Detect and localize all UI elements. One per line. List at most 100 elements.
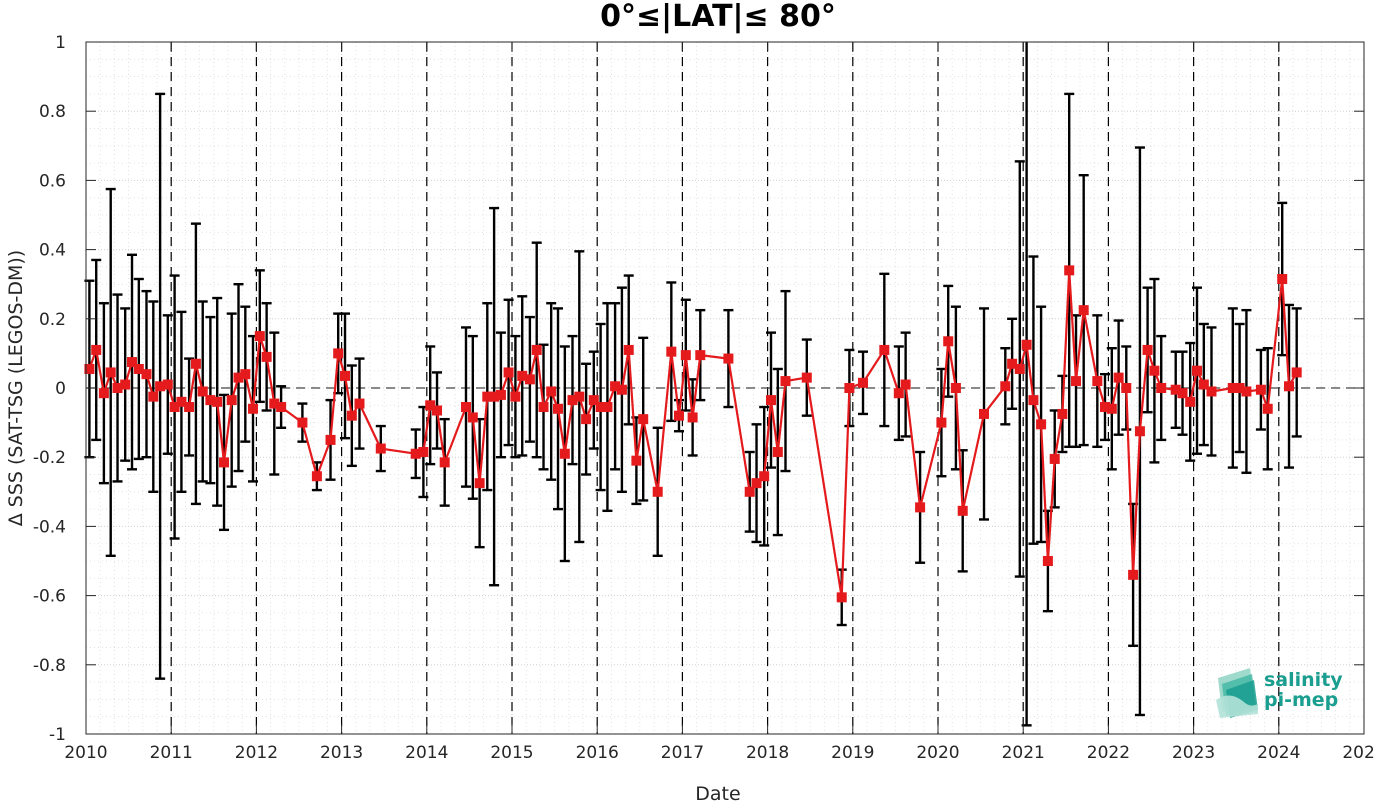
data-point [439,457,450,468]
data-point [1262,403,1273,414]
data-point [858,377,869,388]
data-point [1121,383,1132,393]
x-tick-label: 2022 [1087,743,1130,763]
data-point [844,383,855,393]
data-point [105,367,116,378]
data-point [254,331,265,342]
data-point [127,357,138,368]
data-point [98,388,109,399]
data-point [900,379,911,390]
data-point [219,457,230,468]
y-tick-label: 1 [55,33,66,53]
data-point [375,443,386,454]
data-point [1198,379,1209,390]
data-point [602,402,613,413]
data-point [638,414,649,425]
chart-title: 0°≤|LAT|≤ 80° [600,0,836,34]
series-markers [84,265,1302,603]
data-point [546,386,557,397]
data-point [340,370,351,381]
y-tick-label: -1 [49,725,66,745]
minor-grid [86,42,1364,734]
x-tick-label: 2017 [661,743,704,763]
data-point [1021,339,1032,350]
data-point [1036,419,1047,430]
x-tick-label: 2018 [746,743,789,763]
wave-logo-icon [1216,668,1258,718]
data-point [666,346,677,357]
data-point [212,396,223,407]
data-point [184,402,195,413]
data-point [1142,344,1153,355]
x-tick-label: 2020 [916,743,959,763]
data-point [495,389,506,400]
y-axis-label: Δ SSS (SAT-TSG (LEGOS-DM)) [5,250,27,526]
data-point [915,502,926,513]
y-tick-label: 0.2 [39,310,66,330]
data-point [524,374,535,385]
data-point [247,403,258,414]
data-point [723,353,734,364]
data-point [559,448,570,459]
data-point [780,376,791,387]
data-point [1241,386,1252,397]
data-point [836,592,847,603]
data-point [759,471,770,482]
data-point [141,369,152,380]
y-tick-label: -0.6 [33,587,66,607]
data-point [893,388,904,399]
data-point [1000,381,1011,392]
data-point [957,505,968,516]
data-point [979,408,990,419]
x-tick-label: 2025 [1342,743,1374,763]
data-point [553,403,564,414]
data-point [1028,395,1039,406]
y-tick-label: 0.6 [39,171,66,191]
x-tick-label: 2019 [831,743,874,763]
data-point [581,414,592,425]
data-point [418,447,429,458]
data-point [197,386,208,397]
data-point [687,412,698,423]
data-point [1057,408,1068,419]
data-point [333,348,344,359]
data-point [226,395,237,406]
data-point [766,395,777,406]
data-point [354,398,365,409]
y-tick-label: -0.8 [33,656,66,676]
data-point [325,434,336,445]
data-point [1014,363,1025,374]
data-point [1071,376,1082,387]
x-tick-label: 2011 [150,743,193,763]
data-point [1156,383,1167,393]
data-point [148,391,159,402]
x-tick-label: 2016 [576,743,619,763]
x-axis-label: Date [695,783,740,801]
data-point [1106,403,1117,414]
data-point [460,402,471,413]
data-point [474,478,485,489]
y-tick-labels: -1 -0.8 -0.6 -0.4 -0.2 0 0.2 0.4 0.6 0.8 1 [33,33,66,745]
data-point [623,344,634,355]
data-point [744,486,755,497]
x-tick-label: 2012 [235,743,278,763]
data-point [1149,365,1160,376]
data-point [297,417,308,428]
data-point [1255,384,1266,395]
data-point [425,400,436,411]
data-point [1284,381,1295,392]
data-point [1064,265,1075,276]
x-tick-label: 2014 [405,743,448,763]
data-point [1007,358,1018,369]
data-point [1128,569,1139,580]
x-tick-labels: 2010 2011 2012 2013 2014 2015 2016 2017 2018 2019… [64,743,1374,763]
y-tick-label: -0.4 [33,517,66,537]
data-point [1134,426,1145,437]
x-tick-label: 2024 [1257,743,1300,763]
data-point [538,402,549,413]
data-point [240,369,251,380]
y-tick-label: 0 [55,379,66,399]
salinity-pi-mep-logo: salinity pi-mep [1216,668,1343,718]
data-point [467,412,478,423]
